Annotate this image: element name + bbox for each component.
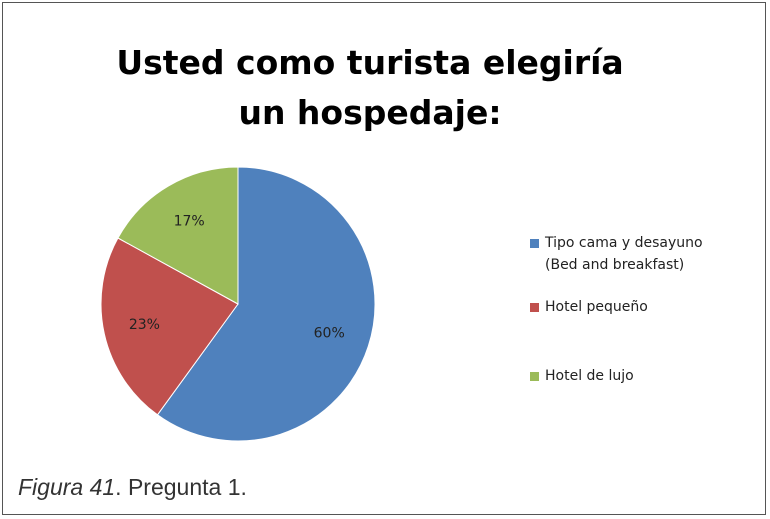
caption-label: Figura 41 — [18, 474, 116, 500]
legend-label: Tipo cama y desayuno (Bed and breakfast) — [545, 235, 703, 273]
chart-title: Usted como turista elegiría un hospedaje… — [116, 43, 624, 132]
data-label: 17% — [174, 213, 205, 229]
data-label: 60% — [314, 326, 345, 342]
legend-label: Hotel de lujo — [545, 368, 634, 384]
pie-slice — [117, 166, 239, 305]
caption: Figura 41. Pregunta 1. — [18, 474, 247, 501]
legend-label: Hotel pequeño — [545, 299, 648, 315]
legend-swatch — [530, 372, 539, 381]
pie-slice — [100, 237, 239, 416]
pie-slice — [156, 166, 376, 442]
legend-swatch — [530, 239, 539, 248]
legend-swatch — [530, 303, 539, 312]
data-label: 23% — [129, 317, 160, 333]
caption-text: . Pregunta 1. — [115, 474, 247, 500]
